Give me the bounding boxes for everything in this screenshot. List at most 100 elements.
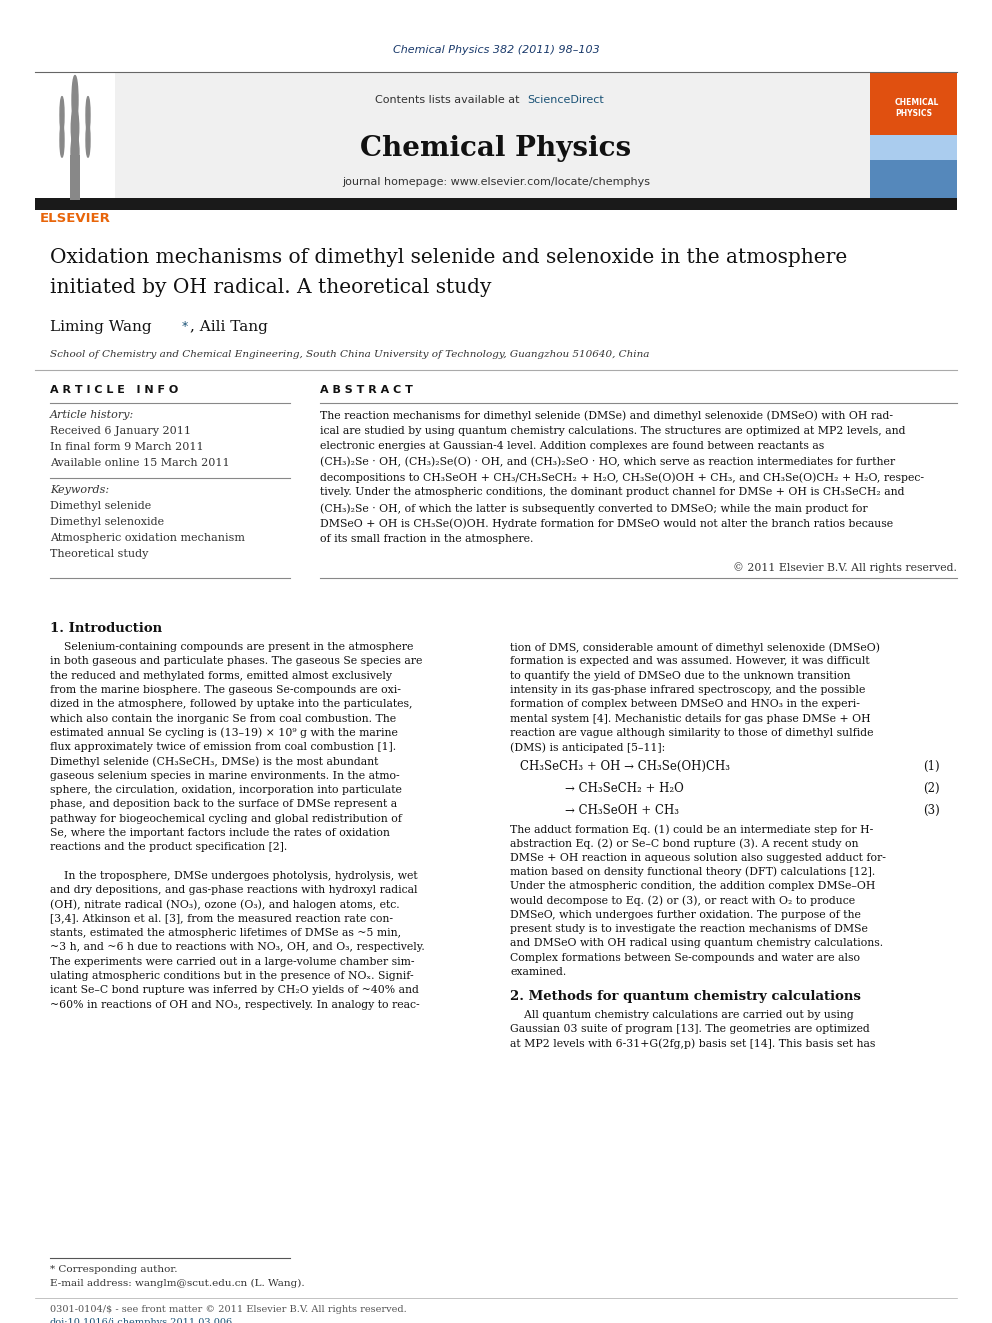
Text: Received 6 January 2011: Received 6 January 2011	[50, 426, 191, 437]
Text: (CH₃)₂Se · OH, (CH₃)₂Se(O) · OH, and (CH₃)₂SeO · HO, which serve as reaction int: (CH₃)₂Se · OH, (CH₃)₂Se(O) · OH, and (CH…	[320, 456, 895, 467]
Text: Oxidation mechanisms of dimethyl selenide and selenoxide in the atmosphere: Oxidation mechanisms of dimethyl selenid…	[50, 247, 847, 267]
Text: * Corresponding author.: * Corresponding author.	[50, 1265, 178, 1274]
Text: (1): (1)	[924, 759, 940, 773]
Text: stants, estimated the atmospheric lifetimes of DMSe as ~5 min,: stants, estimated the atmospheric lifeti…	[50, 927, 401, 938]
Text: which also contain the inorganic Se from coal combustion. The: which also contain the inorganic Se from…	[50, 713, 396, 724]
Text: sphere, the circulation, oxidation, incorporation into particulate: sphere, the circulation, oxidation, inco…	[50, 785, 402, 795]
Text: abstraction Eq. (2) or Se–C bond rupture (3). A recent study on: abstraction Eq. (2) or Se–C bond rupture…	[510, 839, 858, 849]
Text: , Aili Tang: , Aili Tang	[190, 320, 268, 333]
Text: (DMS) is anticipated [5–11]:: (DMS) is anticipated [5–11]:	[510, 742, 666, 753]
Text: 2. Methods for quantum chemistry calculations: 2. Methods for quantum chemistry calcula…	[510, 990, 861, 1003]
Text: A R T I C L E   I N F O: A R T I C L E I N F O	[50, 385, 179, 396]
Text: A B S T R A C T: A B S T R A C T	[320, 385, 413, 396]
Text: © 2011 Elsevier B.V. All rights reserved.: © 2011 Elsevier B.V. All rights reserved…	[733, 562, 957, 573]
Text: mation based on density functional theory (DFT) calculations [12].: mation based on density functional theor…	[510, 867, 875, 877]
Text: phase, and deposition back to the surface of DMSe represent a: phase, and deposition back to the surfac…	[50, 799, 397, 810]
Text: the reduced and methylated forms, emitted almost exclusively: the reduced and methylated forms, emitte…	[50, 671, 392, 680]
Text: ~60% in reactions of OH and NO₃, respectively. In analogy to reac-: ~60% in reactions of OH and NO₃, respect…	[50, 999, 420, 1009]
Text: Keywords:: Keywords:	[50, 486, 109, 495]
Ellipse shape	[86, 97, 90, 134]
Text: pathway for biogeochemical cycling and global redistribution of: pathway for biogeochemical cycling and g…	[50, 814, 402, 824]
Text: Dimethyl selenide: Dimethyl selenide	[50, 501, 151, 511]
Text: Dimethyl selenoxide: Dimethyl selenoxide	[50, 517, 164, 527]
Bar	[870, 135, 957, 198]
Text: Selenium-containing compounds are present in the atmosphere: Selenium-containing compounds are presen…	[50, 642, 414, 652]
Text: formation of complex between DMSeO and HNO₃ in the experi-: formation of complex between DMSeO and H…	[510, 699, 860, 709]
Text: DMSeO + OH is CH₃Se(O)OH. Hydrate formation for DMSeO would not alter the branch: DMSeO + OH is CH₃Se(O)OH. Hydrate format…	[320, 519, 893, 529]
Text: The reaction mechanisms for dimethyl selenide (DMSe) and dimethyl selenoxide (DM: The reaction mechanisms for dimethyl sel…	[320, 410, 893, 421]
Text: Under the atmospheric condition, the addition complex DMSe–OH: Under the atmospheric condition, the add…	[510, 881, 875, 892]
Text: Gaussian 03 suite of program [13]. The geometries are optimized: Gaussian 03 suite of program [13]. The g…	[510, 1024, 870, 1035]
Text: to quantify the yield of DMSeO due to the unknown transition: to quantify the yield of DMSeO due to th…	[510, 671, 850, 680]
Text: DMSe + OH reaction in aqueous solution also suggested adduct for-: DMSe + OH reaction in aqueous solution a…	[510, 852, 886, 863]
Text: DMSeO, which undergoes further oxidation. The purpose of the: DMSeO, which undergoes further oxidation…	[510, 910, 861, 919]
Text: Liming Wang: Liming Wang	[50, 320, 157, 333]
Text: Atmospheric oxidation mechanism: Atmospheric oxidation mechanism	[50, 533, 245, 542]
Text: *: *	[182, 320, 188, 333]
Text: CHEMICAL
PHYSICS: CHEMICAL PHYSICS	[895, 98, 939, 118]
Text: tively. Under the atmospheric conditions, the dominant product channel for DMSe : tively. Under the atmospheric conditions…	[320, 487, 905, 497]
Text: tion of DMS, considerable amount of dimethyl selenoxide (DMSeO): tion of DMS, considerable amount of dime…	[510, 642, 880, 652]
Text: The adduct formation Eq. (1) could be an intermediate step for H-: The adduct formation Eq. (1) could be an…	[510, 824, 873, 835]
Bar	[870, 135, 957, 160]
Text: mental system [4]. Mechanistic details for gas phase DMSe + OH: mental system [4]. Mechanistic details f…	[510, 713, 871, 724]
Text: School of Chemistry and Chemical Engineering, South China University of Technolo: School of Chemistry and Chemical Enginee…	[50, 351, 650, 359]
Ellipse shape	[72, 75, 78, 124]
Text: would decompose to Eq. (2) or (3), or react with O₂ to produce: would decompose to Eq. (2) or (3), or re…	[510, 896, 855, 906]
Text: estimated annual Se cycling is (13–19) × 10⁹ g with the marine: estimated annual Se cycling is (13–19) ×…	[50, 728, 398, 738]
Text: 0301-0104/$ - see front matter © 2011 Elsevier B.V. All rights reserved.: 0301-0104/$ - see front matter © 2011 El…	[50, 1304, 407, 1314]
Text: and dry depositions, and gas-phase reactions with hydroxyl radical: and dry depositions, and gas-phase react…	[50, 885, 418, 896]
Text: dized in the atmosphere, followed by uptake into the particulates,: dized in the atmosphere, followed by upt…	[50, 699, 413, 709]
Text: ical are studied by using quantum chemistry calculations. The structures are opt: ical are studied by using quantum chemis…	[320, 426, 906, 435]
Text: Chemical Physics 382 (2011) 98–103: Chemical Physics 382 (2011) 98–103	[393, 45, 599, 56]
Text: electronic energies at Gaussian-4 level. Addition complexes are found between re: electronic energies at Gaussian-4 level.…	[320, 441, 824, 451]
Text: Available online 15 March 2011: Available online 15 March 2011	[50, 458, 229, 468]
Text: → CH₃SeCH₂ + H₂O: → CH₃SeCH₂ + H₂O	[565, 782, 683, 795]
Text: In final form 9 March 2011: In final form 9 March 2011	[50, 442, 203, 452]
Text: Se, where the important factors include the rates of oxidation: Se, where the important factors include …	[50, 828, 390, 837]
Ellipse shape	[71, 107, 78, 149]
Text: In the troposphere, DMSe undergoes photolysis, hydrolysis, wet: In the troposphere, DMSe undergoes photo…	[50, 871, 418, 881]
Text: Contents lists available at: Contents lists available at	[375, 95, 523, 105]
Text: → CH₃SeOH + CH₃: → CH₃SeOH + CH₃	[565, 804, 679, 818]
Text: formation is expected and was assumed. However, it was difficult: formation is expected and was assumed. H…	[510, 656, 870, 667]
Bar	[115, 71, 870, 198]
Text: (2): (2)	[924, 782, 940, 795]
Bar	[35, 198, 957, 210]
Text: reactions and the product specification [2].: reactions and the product specification …	[50, 843, 288, 852]
Text: [3,4]. Atkinson et al. [3], from the measured reaction rate con-: [3,4]. Atkinson et al. [3], from the mea…	[50, 914, 393, 923]
Bar	[870, 71, 957, 135]
Text: (3): (3)	[924, 804, 940, 818]
Text: Dimethyl selenide (CH₃SeCH₃, DMSe) is the most abundant: Dimethyl selenide (CH₃SeCH₃, DMSe) is th…	[50, 757, 378, 767]
Text: 1. Introduction: 1. Introduction	[50, 622, 162, 635]
Text: at MP2 levels with 6-31+G(2fg,p) basis set [14]. This basis set has: at MP2 levels with 6-31+G(2fg,p) basis s…	[510, 1039, 875, 1049]
Text: (OH), nitrate radical (NO₃), ozone (O₃), and halogen atoms, etc.: (OH), nitrate radical (NO₃), ozone (O₃),…	[50, 900, 400, 910]
Text: Chemical Physics: Chemical Physics	[360, 135, 632, 161]
Text: CH₃SeCH₃ + OH → CH₃Se(OH)CH₃: CH₃SeCH₃ + OH → CH₃Se(OH)CH₃	[520, 759, 730, 773]
Text: ELSEVIER: ELSEVIER	[40, 212, 110, 225]
Text: and DMSeO with OH radical using quantum chemistry calculations.: and DMSeO with OH radical using quantum …	[510, 938, 883, 949]
Text: doi:10.1016/j.chemphys.2011.03.006: doi:10.1016/j.chemphys.2011.03.006	[50, 1318, 233, 1323]
Text: icant Se–C bond rupture was inferred by CH₂O yields of ~40% and: icant Se–C bond rupture was inferred by …	[50, 986, 419, 995]
Text: Theoretical study: Theoretical study	[50, 549, 149, 560]
Text: Article history:: Article history:	[50, 410, 134, 419]
Ellipse shape	[60, 123, 64, 157]
Text: gaseous selenium species in marine environments. In the atmo-: gaseous selenium species in marine envir…	[50, 771, 400, 781]
Text: reaction are vague although similarity to those of dimethyl sulfide: reaction are vague although similarity t…	[510, 728, 874, 738]
Text: Complex formations between Se-compounds and water are also: Complex formations between Se-compounds …	[510, 953, 860, 963]
Text: from the marine biosphere. The gaseous Se-compounds are oxi-: from the marine biosphere. The gaseous S…	[50, 685, 401, 695]
Text: flux approximately twice of emission from coal combustion [1].: flux approximately twice of emission fro…	[50, 742, 396, 751]
Text: initiated by OH radical. A theoretical study: initiated by OH radical. A theoretical s…	[50, 278, 491, 296]
Text: examined.: examined.	[510, 967, 566, 976]
Text: All quantum chemistry calculations are carried out by using: All quantum chemistry calculations are c…	[510, 1009, 854, 1020]
Text: E-mail address: wanglm@scut.edu.cn (L. Wang).: E-mail address: wanglm@scut.edu.cn (L. W…	[50, 1279, 305, 1289]
Text: journal homepage: www.elsevier.com/locate/chemphys: journal homepage: www.elsevier.com/locat…	[342, 177, 650, 187]
Ellipse shape	[60, 97, 64, 134]
Text: intensity in its gas-phase infrared spectroscopy, and the possible: intensity in its gas-phase infrared spec…	[510, 685, 865, 695]
Text: (CH₃)₂Se · OH, of which the latter is subsequently converted to DMSeO; while the: (CH₃)₂Se · OH, of which the latter is su…	[320, 503, 868, 513]
Text: of its small fraction in the atmosphere.: of its small fraction in the atmosphere.	[320, 534, 534, 544]
Text: decompositions to CH₃SeOH + CH₃/CH₃SeCH₂ + H₂O, CH₃Se(O)OH + CH₃, and CH₃Se(O)CH: decompositions to CH₃SeOH + CH₃/CH₃SeCH₂…	[320, 472, 924, 483]
Text: ~3 h, and ~6 h due to reactions with NO₃, OH, and O₃, respectively.: ~3 h, and ~6 h due to reactions with NO₃…	[50, 942, 425, 953]
Text: present study is to investigate the reaction mechanisms of DMSe: present study is to investigate the reac…	[510, 923, 868, 934]
Text: ulating atmospheric conditions but in the presence of NOₓ. Signif-: ulating atmospheric conditions but in th…	[50, 971, 414, 980]
